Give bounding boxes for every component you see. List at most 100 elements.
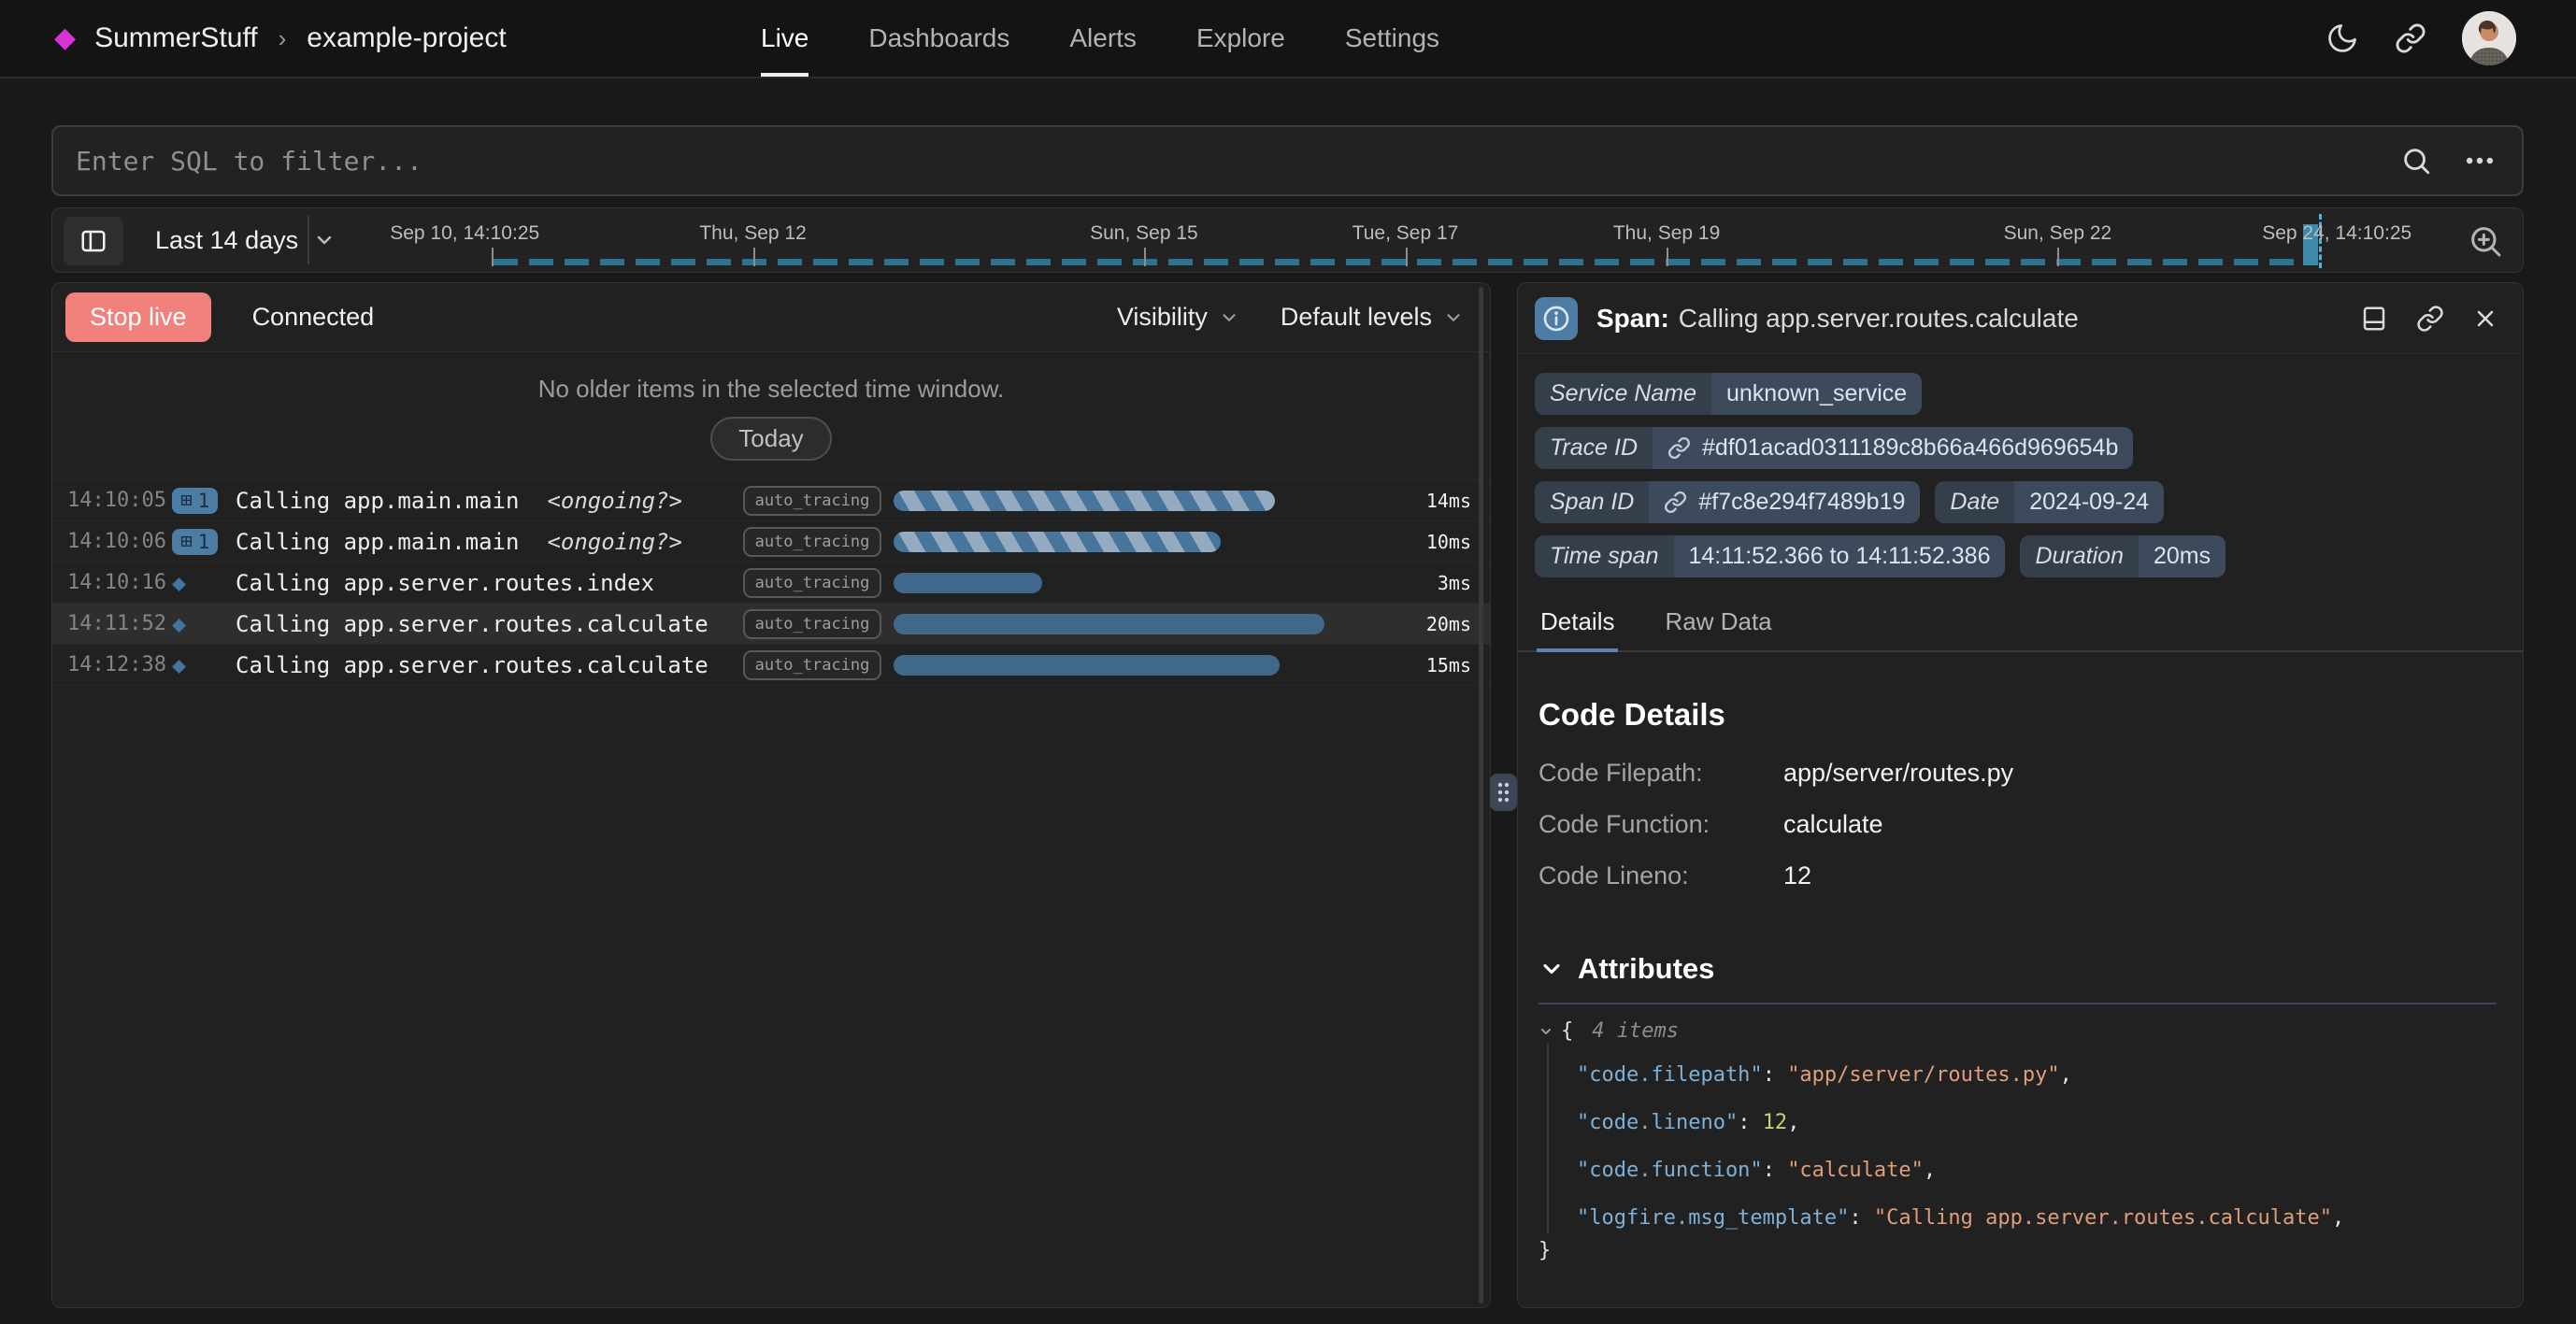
search-icon[interactable] [2400, 145, 2432, 177]
span-info-icon [1535, 296, 1578, 340]
tag-pill[interactable]: auto_tracing [742, 567, 882, 598]
tag-pill[interactable]: auto_tracing [742, 485, 882, 516]
panel-resize-handle[interactable] [1490, 774, 1517, 811]
sidebar-toggle-button[interactable] [64, 217, 123, 265]
log-row[interactable]: 14:10:05 ⊞1 ◆ Calling app.main.main <ong… [52, 480, 1490, 521]
log-row[interactable]: 14:12:38 ⊞ ◆ Calling app.server.routes.c… [52, 645, 1490, 686]
user-avatar[interactable] [2462, 11, 2516, 65]
detail-tab-details[interactable]: Details [1537, 596, 1619, 652]
metadata-pill-value: 20ms [2138, 535, 2226, 577]
json-items-count: 4 items [1592, 1019, 1679, 1043]
attributes-heading[interactable]: Attributes [1538, 952, 2497, 986]
timeline-plot[interactable]: Sep 10, 14:10:25 Thu, Sep 12 Sun, Sep 15… [390, 208, 2411, 272]
json-attribute-line: "code.function": "calculate", [1577, 1159, 1937, 1182]
log-row[interactable]: 14:10:16 ⊞ ◆ Calling app.server.routes.i… [52, 562, 1490, 604]
detail-tab-raw-data[interactable]: Raw Data [1665, 607, 1772, 635]
log-row[interactable]: 14:10:06 ⊞1 ◆ Calling app.main.main <ong… [52, 521, 1490, 562]
timeline-tick-mark [1405, 248, 1408, 266]
code-detail-label: Code Filepath: [1538, 759, 1703, 787]
project-name[interactable]: example-project [307, 22, 507, 53]
span-metadata-badges: Service Name unknown_service Trace ID #d… [1518, 354, 2523, 583]
detail-tabs: Details Raw Data [1518, 596, 2523, 652]
timeline-tick-mark [1143, 248, 1146, 266]
metadata-pill-label: Span ID [1535, 481, 1650, 523]
collapsed-spans-count-badge[interactable]: ⊞ 1 [172, 528, 219, 555]
dock-panel-bottom-icon[interactable] [2360, 305, 2388, 333]
chevron-down-icon [1219, 307, 1239, 328]
span-duration-bar [894, 490, 1276, 511]
close-icon[interactable] [2472, 306, 2498, 332]
span-duration-label: 3ms [1437, 571, 1471, 594]
link-icon [1664, 491, 1687, 514]
time-range-dropdown[interactable]: Last 14 days [155, 208, 336, 272]
span-duration-label: 10ms [1425, 530, 1471, 553]
span-detail-header: Span: Calling app.server.routes.calculate [1518, 283, 2523, 354]
timeline-histogram-spike [2303, 224, 2318, 265]
nav-tab-explore[interactable]: Explore [1195, 23, 1285, 52]
span-duration-bar [894, 654, 1281, 676]
empty-window-message: No older items in the selected time wind… [537, 375, 1005, 403]
share-link-icon[interactable] [2395, 22, 2426, 54]
code-details-grid: Code Filepath: app/server/routes.py Code… [1538, 759, 2497, 890]
collapsed-spans-count-badge[interactable]: ⊞ 1 [172, 487, 219, 514]
metadata-pill-value: unknown_service [1711, 373, 1923, 415]
timeline-activity-dashes [494, 259, 2302, 265]
more-options-ellipsis-icon[interactable] [2462, 145, 2497, 177]
default-levels-dropdown[interactable]: Default levels [1281, 303, 1464, 332]
timeline-tick-label: Thu, Sep 19 [1612, 222, 1721, 244]
tag-pill[interactable]: auto_tracing [742, 526, 882, 557]
nav-tab-settings[interactable]: Settings [1344, 23, 1440, 52]
timeline-tick-mark [752, 248, 755, 266]
span-duration-label: 14ms [1425, 489, 1471, 512]
expand-plus-square-icon: ⊞ [180, 489, 193, 511]
json-attribute-line: "logfire.msg_template": "Calling app.ser… [1577, 1206, 2345, 1230]
span-duration-bar [894, 613, 1325, 634]
zoom-in-icon[interactable] [2467, 222, 2504, 260]
copy-link-icon[interactable] [2416, 305, 2444, 333]
metadata-pill-service-name: Service Name unknown_service [1535, 373, 1923, 415]
span-duration-bar [894, 572, 1042, 593]
empty-window-block: No older items in the selected time wind… [52, 352, 1490, 480]
log-ongoing-suffix: <ongoing?> [547, 528, 682, 555]
metadata-pill-value: #df01acad0311189c8b66a466d969654b [1653, 427, 2134, 469]
json-open-brace: { [1561, 1019, 1574, 1043]
live-feed-panel: Stop live Connected Visibility Default l… [51, 282, 1491, 1308]
timeline-tick-mark [1667, 248, 1669, 266]
dark-mode-moon-icon[interactable] [2326, 21, 2359, 55]
org-name[interactable]: SummerStuff [94, 22, 258, 53]
breadcrumb[interactable]: ◆ SummerStuff › example-project [54, 22, 507, 54]
live-feed-header: Stop live Connected Visibility Default l… [52, 283, 1490, 352]
json-attribute-line: "code.filepath": "app/server/routes.py", [1577, 1063, 2072, 1087]
sql-filter-input[interactable] [76, 145, 2400, 177]
timeline-tick-label: Sep 10, 14:10:25 [390, 222, 540, 244]
metadata-pill-trace-id[interactable]: Trace ID #df01acad0311189c8b66a466d96965… [1535, 427, 2134, 469]
visibility-dropdown[interactable]: Visibility [1117, 303, 1239, 332]
span-title: Span: Calling app.server.routes.calculate [1596, 304, 2079, 334]
tag-pill[interactable]: auto_tracing [742, 649, 882, 680]
log-timestamp: 14:11:52 [67, 612, 166, 635]
log-timestamp: 14:12:38 [67, 653, 166, 676]
metadata-badge-row: Span ID #f7c8e294f7489b19 Date 2024-09-2… [1535, 481, 2504, 523]
log-timestamp: 14:10:05 [67, 489, 166, 512]
stop-live-button[interactable]: Stop live [65, 292, 211, 342]
metadata-pill-date: Date 2024-09-24 [1935, 481, 2165, 523]
nav-tab-alerts[interactable]: Alerts [1069, 23, 1137, 52]
nav-tab-live[interactable]: Live [761, 0, 809, 77]
timeline-divider [308, 216, 309, 264]
span-duration-label: 20ms [1425, 612, 1471, 635]
nav-tab-dashboards[interactable]: Dashboards [868, 23, 1010, 52]
tree-collapse-chevron-icon[interactable] [1538, 1024, 1553, 1039]
metadata-pill-time-span: Time span 14:11:52.366 to 14:11:52.386 [1535, 535, 2006, 577]
today-button[interactable]: Today [710, 417, 832, 461]
log-timestamp: 14:10:06 [67, 530, 166, 553]
tag-pill[interactable]: auto_tracing [742, 608, 882, 639]
timeline-tick-label: Sun, Sep 15 [1090, 222, 1198, 244]
metadata-pill-span-id[interactable]: Span ID #f7c8e294f7489b19 [1535, 481, 1921, 523]
code-detail-label: Code Function: [1538, 810, 1710, 838]
span-title-text: Calling app.server.routes.calculate [1678, 303, 2079, 333]
chevron-down-icon [313, 229, 336, 251]
json-close-brace: } [1538, 1239, 1552, 1262]
span-duration-bar [894, 531, 1221, 552]
vertical-scrollbar[interactable] [1479, 287, 1483, 1303]
log-row[interactable]: 14:11:52 ⊞ ◆ Calling app.server.routes.c… [52, 604, 1490, 645]
